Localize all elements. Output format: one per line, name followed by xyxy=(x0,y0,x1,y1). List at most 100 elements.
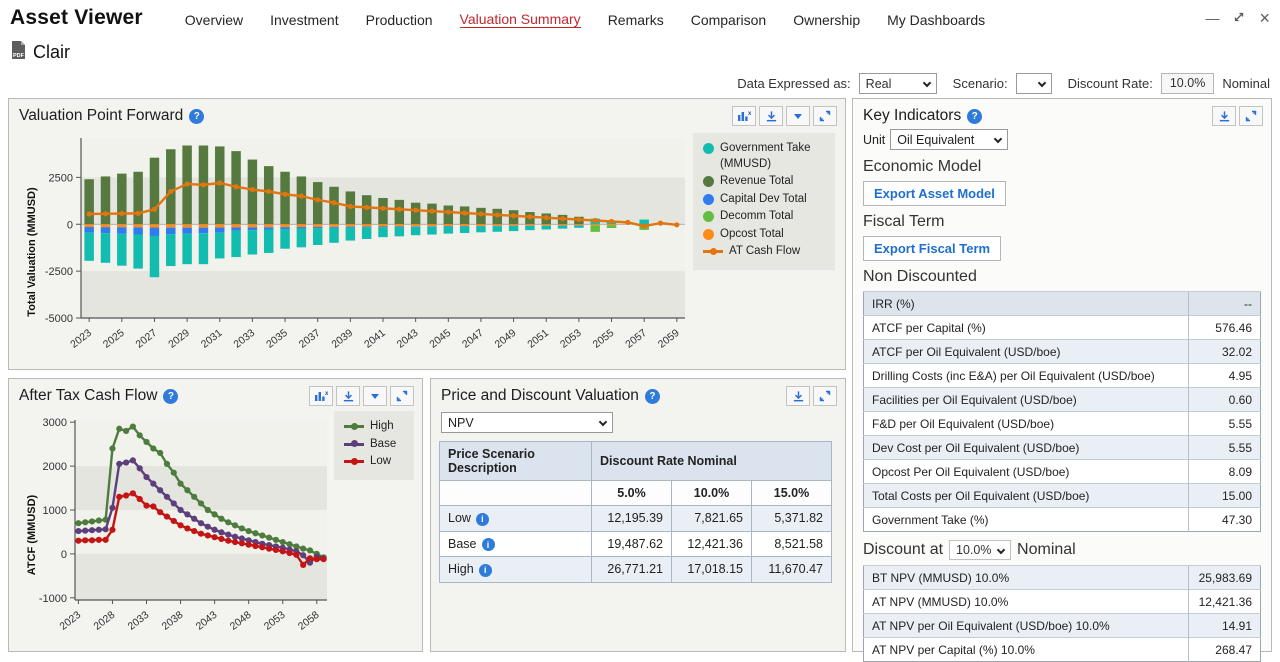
col-header-rate: 5.0% xyxy=(592,481,672,506)
chart-toggle-icon[interactable]: x xyxy=(309,386,333,406)
chevron-down-icon xyxy=(599,418,607,426)
indicator-value: 15.00 xyxy=(1189,484,1261,508)
legend-item-revenue-total[interactable]: Revenue Total xyxy=(703,174,825,190)
expand-icon[interactable] xyxy=(390,386,414,406)
tab-overview[interactable]: Overview xyxy=(185,9,243,28)
unit-select[interactable]: Oil Equivalent xyxy=(890,129,1008,150)
toolbar: Data Expressed as: Real Scenario: Discou… xyxy=(0,67,1280,98)
table-row: Opcost Per Oil Equivalent (USD/boe)8.09 xyxy=(864,460,1261,484)
help-icon[interactable]: ? xyxy=(645,389,660,404)
info-icon[interactable]: i xyxy=(476,513,489,526)
panel-valuation-point-forward: Valuation Point Forward ? x Total Valuat… xyxy=(8,98,846,370)
svg-text:2043: 2043 xyxy=(395,327,421,351)
download-icon[interactable] xyxy=(1212,106,1236,126)
basis-label: Nominal xyxy=(1222,76,1270,91)
svg-text:2059: 2059 xyxy=(656,327,682,351)
tab-my-dashboards[interactable]: My Dashboards xyxy=(887,9,985,28)
tab-production[interactable]: Production xyxy=(366,9,433,28)
legend-item-high[interactable]: High xyxy=(344,419,404,435)
app-title: Asset Viewer xyxy=(10,6,143,30)
svg-text:2043: 2043 xyxy=(194,609,220,633)
svg-text:2035: 2035 xyxy=(264,327,290,351)
minimize-icon[interactable]: — xyxy=(1205,11,1219,25)
help-icon[interactable]: ? xyxy=(163,389,178,404)
legend-item-decomm-total[interactable]: Decomm Total xyxy=(703,209,825,225)
scenario-select[interactable] xyxy=(1016,73,1052,94)
help-icon[interactable]: ? xyxy=(967,109,982,124)
svg-text:PDF: PDF xyxy=(13,53,25,59)
tab-investment[interactable]: Investment xyxy=(270,9,338,28)
indicator-label: F&D per Oil Equivalent (USD/boe) xyxy=(864,412,1189,436)
svg-text:2053: 2053 xyxy=(262,609,288,633)
y-axis-title: Total Valuation (MMUSD) xyxy=(13,130,29,362)
economic-model-heading: Economic Model xyxy=(863,158,1261,176)
indicator-label: AT NPV (MMUSD) 10.0% xyxy=(864,590,1189,614)
svg-text:2033: 2033 xyxy=(126,609,152,633)
valuation-chart-canvas[interactable]: 25000-2500-50002023202520272029203120332… xyxy=(29,130,693,362)
panel-after-tax-cash-flow: After Tax Cash Flow ? x ATCF (MMUSD) 300… xyxy=(8,378,423,652)
discount-rate-field[interactable]: 10.0% xyxy=(1161,73,1214,94)
svg-text:2029: 2029 xyxy=(166,327,192,351)
svg-text:2500: 2500 xyxy=(49,172,73,184)
indicator-value: 5.55 xyxy=(1189,436,1261,460)
dropdown-icon[interactable] xyxy=(363,386,387,406)
chevron-down-icon xyxy=(922,79,930,87)
download-icon[interactable] xyxy=(336,386,360,406)
tab-valuation-summary[interactable]: Valuation Summary xyxy=(460,8,581,28)
close-icon[interactable]: × xyxy=(1259,9,1270,27)
svg-text:2027: 2027 xyxy=(134,327,160,351)
legend-label: Opcost Total xyxy=(720,227,784,243)
panel-title: After Tax Cash Flow xyxy=(19,387,157,405)
legend-item-base[interactable]: Base xyxy=(344,437,404,453)
non-discounted-table: IRR (%)--ATCF per Capital (%)576.46ATCF … xyxy=(863,291,1261,532)
svg-text:x: x xyxy=(748,111,752,117)
table-row-base: Basei19,487.6212,421.368,521.58 xyxy=(440,531,832,557)
info-icon[interactable]: i xyxy=(479,564,492,577)
scenario-label: Base xyxy=(448,537,477,551)
legend-dot-icon xyxy=(703,143,714,154)
help-icon[interactable]: ? xyxy=(189,109,204,124)
indicator-label: Opcost Per Oil Equivalent (USD/boe) xyxy=(864,460,1189,484)
chevron-down-icon xyxy=(994,135,1002,143)
tab-ownership[interactable]: Ownership xyxy=(793,9,860,28)
download-icon[interactable] xyxy=(786,386,810,406)
npv-select[interactable]: NPV xyxy=(441,412,613,433)
legend-item-government-take[interactable]: Government Take (MMUSD) xyxy=(703,141,825,172)
download-icon[interactable] xyxy=(759,106,783,126)
pdf-file-icon[interactable]: PDF xyxy=(10,40,26,65)
svg-text:2025: 2025 xyxy=(101,327,127,351)
legend-item-low[interactable]: Low xyxy=(344,454,404,470)
dropdown-icon[interactable] xyxy=(786,106,810,126)
legend-item-opcost-total[interactable]: Opcost Total xyxy=(703,227,825,243)
discount-rate-select[interactable]: 10.0% xyxy=(949,540,1011,560)
svg-text:2028: 2028 xyxy=(92,609,118,633)
svg-text:2038: 2038 xyxy=(160,609,186,633)
export-asset-model-button[interactable]: Export Asset Model xyxy=(863,181,1006,206)
table-row: Total Costs per Oil Equivalent (USD/boe)… xyxy=(864,484,1261,508)
svg-text:2033: 2033 xyxy=(231,327,257,351)
expand-icon[interactable] xyxy=(813,106,837,126)
svg-text:2058: 2058 xyxy=(296,609,322,633)
svg-text:2037: 2037 xyxy=(297,327,323,351)
tab-comparison[interactable]: Comparison xyxy=(691,9,766,28)
legend-item-at-cash-flow[interactable]: AT Cash Flow xyxy=(703,244,825,260)
tab-remarks[interactable]: Remarks xyxy=(608,9,664,28)
info-icon[interactable]: i xyxy=(482,538,495,551)
restore-icon[interactable] xyxy=(1233,11,1245,25)
svg-text:2000: 2000 xyxy=(43,461,67,473)
export-fiscal-term-button[interactable]: Export Fiscal Term xyxy=(863,236,1001,261)
atcf-chart-canvas[interactable]: 3000200010000-10002023202820332038204320… xyxy=(29,410,333,648)
table-row: AT NPV per Capital (%) 10.0%268.47 xyxy=(864,638,1261,662)
chart-legend: High BaseLow xyxy=(334,411,414,480)
npv-value: 12,421.36 xyxy=(672,531,752,557)
legend-item-capital-dev-total[interactable]: Capital Dev Total xyxy=(703,192,825,208)
chart-toggle-icon[interactable]: x xyxy=(732,106,756,126)
svg-text:1000: 1000 xyxy=(43,505,67,517)
chart-legend: Government Take (MMUSD) Revenue Total Capi… xyxy=(693,133,835,270)
expand-icon[interactable] xyxy=(813,386,837,406)
legend-line-icon xyxy=(344,443,364,446)
data-expressed-select[interactable]: Real xyxy=(859,73,937,94)
svg-text:2047: 2047 xyxy=(460,327,486,351)
unit-label: Unit xyxy=(863,133,885,147)
expand-icon[interactable] xyxy=(1239,106,1263,126)
